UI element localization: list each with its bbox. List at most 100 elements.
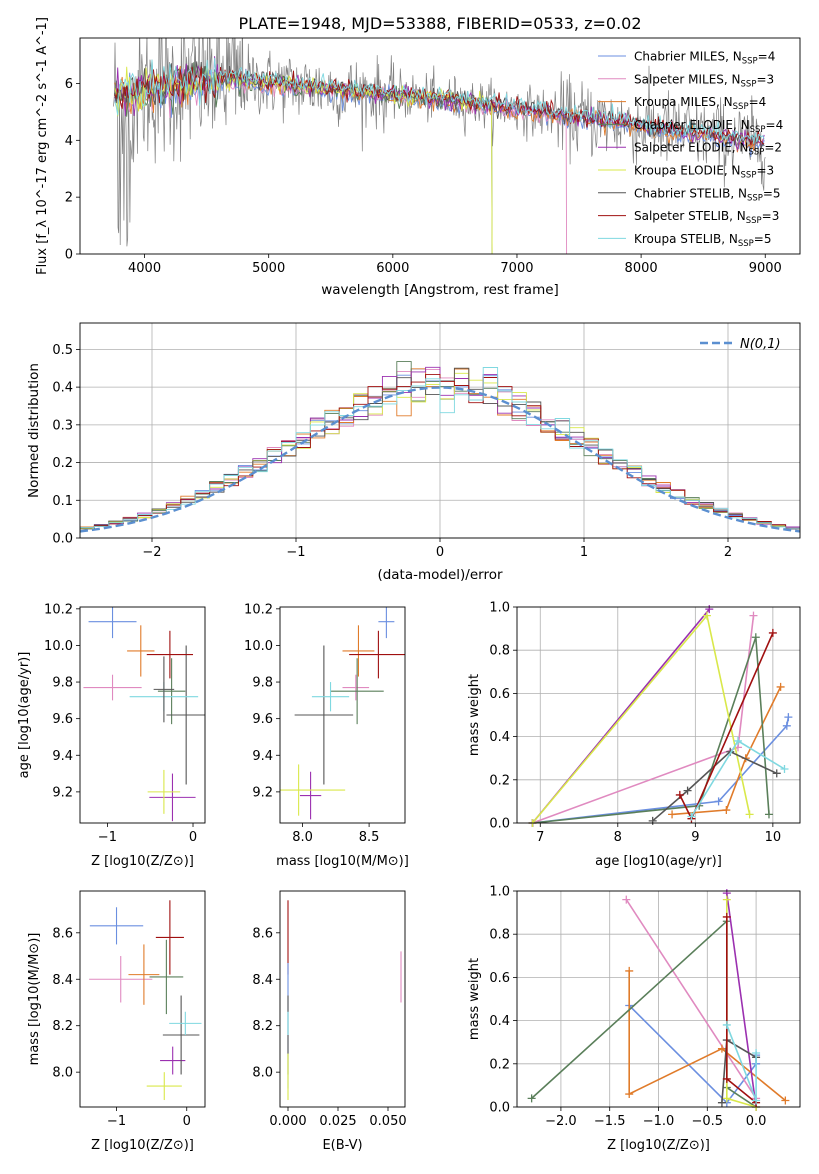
x-tick-label: 8.0	[292, 830, 313, 845]
weight-marker	[722, 895, 731, 904]
weight-marker	[764, 810, 773, 819]
legend-label: Salpeter MILES, NSSP=3	[634, 72, 774, 89]
legend-label: Chabrier ELODIE, NSSP=4	[634, 118, 783, 135]
y-tick-label: 8.2	[252, 1019, 273, 1034]
y-tick-label: 0.6	[489, 687, 510, 702]
axes-mass-vs-z: −1 0 8.0 8.2 8.4 8.6 Z [log10(Z/Z⊙)] mass [log1…	[27, 890, 206, 1153]
weight-marker	[780, 765, 789, 773]
legend-value: =3	[756, 164, 774, 178]
legend-value: =5	[754, 232, 772, 246]
legend-label: Salpeter STELIB, NSSP=3	[634, 209, 779, 226]
y-tick-label: 0.4	[489, 730, 510, 745]
y-tick-label: 1.0	[489, 601, 510, 616]
legend-value: =4	[758, 50, 776, 64]
weight-line	[652, 750, 778, 822]
weight-marker	[683, 786, 692, 795]
x-tick-label: 0.0	[746, 1114, 767, 1129]
y-tick-label: 9.8	[52, 676, 73, 691]
y-tick-label: 10.2	[244, 602, 273, 617]
weight-marker	[776, 682, 785, 691]
y-tick-label: 8.4	[252, 973, 273, 988]
legend-value: =5	[763, 186, 781, 200]
x-tick-label: 5000	[252, 261, 285, 276]
weight-line	[532, 615, 755, 823]
x-axis-label: Z [log10(Z/Z⊙)]	[91, 854, 194, 869]
y-tick-label: 9.6	[252, 712, 273, 727]
y-tick-label: 8.6	[52, 926, 73, 941]
spectrum-model-line	[114, 66, 765, 146]
weight-line	[726, 893, 757, 1107]
y-tick-label: 0.0	[489, 1101, 510, 1116]
y-axis-label: mass [log10(M/M⊙)]	[27, 933, 42, 1066]
weight-marker	[784, 713, 793, 722]
x-tick-label: 0.025	[319, 1114, 356, 1129]
x-tick-label: 7	[536, 830, 544, 845]
weight-marker	[717, 1098, 726, 1107]
legend-label: Chabrier MILES, NSSP=4	[634, 50, 775, 67]
weight-marker	[749, 611, 758, 620]
weight-marker	[687, 812, 696, 821]
legend-label: Chabrier STELIB, NSSP=5	[634, 186, 781, 203]
y-tick-label: 0.2	[52, 456, 73, 471]
x-tick-label: −1.0	[643, 1114, 675, 1129]
legend-value: =3	[762, 209, 780, 223]
legend-subscript: SSP	[741, 79, 757, 89]
weight-marker	[722, 1094, 731, 1103]
axes-age-vs-mass: 8.0 8.5 9.2 9.4 9.6 9.8 10.0 10.2 mass [log10(M/…	[244, 602, 409, 869]
x-tick-label: 7000	[500, 261, 533, 276]
y-tick-label: 0	[65, 248, 73, 263]
axes-frame	[79, 322, 801, 539]
weight-marker	[722, 1074, 731, 1083]
axes-mass-vs-ebv: 0.000 0.025 0.050 8.0 8.2 8.4 8.6 E(B-V)	[252, 890, 407, 1153]
legend-label: Kroupa ELODIE, NSSP=3	[634, 164, 774, 181]
weight-line	[532, 636, 770, 823]
legend-subscript: SSP	[742, 57, 758, 67]
weight-line	[531, 919, 757, 1107]
x-tick-label: −1	[98, 830, 117, 845]
weight-line	[672, 686, 782, 816]
y-tick-label: 0.0	[52, 532, 73, 547]
y-tick-label: 0.8	[489, 928, 510, 943]
y-tick-label: 0.2	[489, 773, 510, 788]
axes-frame	[79, 890, 206, 1108]
legend-value: =3	[756, 72, 774, 86]
y-tick-label: 8.6	[252, 926, 273, 941]
y-tick-label: 9.8	[252, 676, 273, 691]
weight-marker	[705, 605, 714, 614]
weight-marker	[768, 628, 777, 637]
weight-marker	[772, 769, 781, 778]
weight-line	[532, 717, 790, 823]
x-tick-label: 8.5	[359, 830, 380, 845]
x-tick-label: 0.050	[369, 1114, 406, 1129]
y-tick-label: 0.4	[52, 381, 73, 396]
axes-frame	[516, 890, 801, 1108]
y-tick-label: 9.4	[52, 749, 73, 764]
weight-marker	[625, 1090, 634, 1099]
figure-title: PLATE=1948, MJD=53388, FIBERID=0533, z=0…	[238, 14, 641, 33]
y-axis-label: Normed distribution	[26, 363, 42, 498]
axes-age-vs-z: −1 0 9.2 9.4 9.6 9.8 10.0 10.2 Z [log10(Z/Z⊙)] ag…	[17, 602, 206, 869]
x-tick-label: 0.000	[269, 1114, 306, 1129]
legend-subscript: SSP	[738, 239, 754, 249]
axes-frame	[79, 606, 206, 824]
y-axis-label: mass weight	[467, 958, 482, 1040]
x-tick-label: −1	[286, 545, 305, 560]
x-tick-label: 0	[183, 1114, 191, 1129]
weight-marker	[781, 1096, 790, 1105]
y-tick-label: 0.3	[52, 418, 73, 433]
y-tick-label: 9.6	[52, 712, 73, 727]
axes-frame	[279, 890, 406, 1108]
y-tick-label: 8.0	[252, 1066, 273, 1081]
weight-marker	[722, 1020, 731, 1029]
weight-marker	[752, 1096, 761, 1105]
x-tick-label: 2	[724, 545, 732, 560]
legend-subscript: SSP	[746, 216, 762, 226]
y-tick-label: 9.4	[252, 749, 273, 764]
weight-marker	[782, 721, 791, 730]
weight-marker	[622, 895, 631, 904]
weight-marker	[722, 912, 731, 921]
y-tick-label: 10.0	[44, 639, 73, 654]
x-tick-label: 8000	[625, 261, 658, 276]
y-tick-label: 9.2	[252, 785, 273, 800]
x-tick-label: 0	[189, 830, 197, 845]
